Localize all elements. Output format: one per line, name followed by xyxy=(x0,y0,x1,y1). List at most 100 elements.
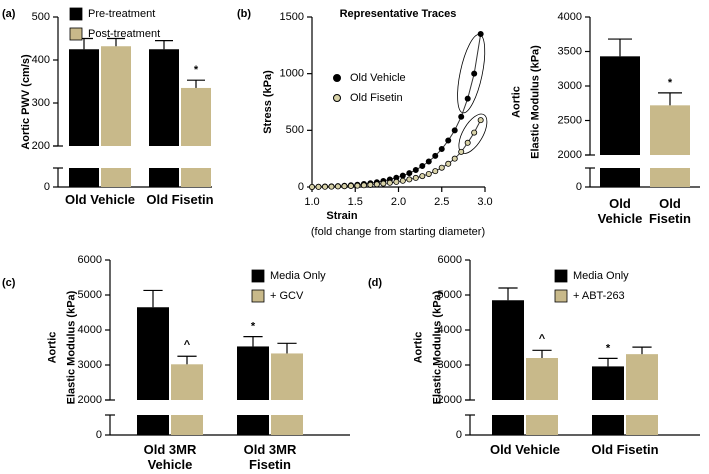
point xyxy=(464,139,471,146)
point xyxy=(347,182,354,189)
y-tick-label: 2500 xyxy=(558,114,582,126)
point xyxy=(393,178,400,185)
bar xyxy=(492,300,524,400)
bar xyxy=(650,105,690,155)
y-tick-label: 4000 xyxy=(558,11,582,23)
bar xyxy=(69,49,99,146)
bar-base xyxy=(650,168,690,187)
category-text: Old Fisetin xyxy=(146,192,214,207)
legend-label: + ABT-263 xyxy=(573,290,625,302)
y-tick-label: 6000 xyxy=(438,254,462,266)
y-tick-label: 3000 xyxy=(78,359,102,371)
y-tick-label: 5000 xyxy=(438,289,462,301)
trace-line xyxy=(311,33,482,188)
category-label: Old Vehicle xyxy=(64,192,136,207)
category-label: Old 3MR Vehicle xyxy=(143,442,197,472)
panel-label: (b) xyxy=(237,8,251,20)
bar-base xyxy=(626,415,658,435)
point xyxy=(458,113,465,120)
category-text: Old Fisetin xyxy=(649,196,691,226)
y-axis-label: Elastic Modulus (kPa) xyxy=(65,290,77,404)
point xyxy=(471,70,478,77)
point xyxy=(334,183,341,190)
legend-marker xyxy=(333,74,341,82)
bar-base xyxy=(600,168,640,187)
point xyxy=(380,180,387,187)
legend-label: Old Vehicle xyxy=(350,72,406,84)
category-label: Old Vehicle xyxy=(598,196,643,226)
category-text: Old Vehicle xyxy=(489,442,561,457)
x-tick-label: 1.5 xyxy=(348,196,363,208)
point xyxy=(445,137,452,144)
bar-base xyxy=(101,168,131,187)
point xyxy=(399,177,406,184)
annotation: * xyxy=(251,321,256,333)
point xyxy=(477,117,484,124)
annotation: * xyxy=(194,64,199,76)
point xyxy=(464,95,471,102)
panel-label: (d) xyxy=(368,277,382,289)
y-tick-label: 0 xyxy=(576,181,582,193)
point xyxy=(354,182,361,189)
point xyxy=(367,181,374,188)
y-tick-label: 0 xyxy=(96,429,102,441)
category-text: Old Fisetin xyxy=(591,442,659,457)
legend-label: Media Only xyxy=(270,270,326,282)
category-label: Old 3MR Fisetin xyxy=(244,442,297,472)
point xyxy=(341,183,348,190)
bar xyxy=(181,87,211,146)
y-tick-label: 1000 xyxy=(280,68,304,80)
y-tick-label: 2000 xyxy=(558,149,582,161)
bar xyxy=(271,353,303,400)
bar-base xyxy=(592,415,624,435)
y-tick-label: 6000 xyxy=(78,254,102,266)
y-axis-label: Aortic xyxy=(412,332,424,364)
point xyxy=(438,164,445,171)
y-tick-label: 400 xyxy=(32,54,50,66)
category-text: Old Vehicle xyxy=(64,192,136,207)
point xyxy=(451,127,458,134)
y-axis-label: Aortic PWV (cm/s) xyxy=(20,54,32,150)
point xyxy=(373,181,380,188)
bar xyxy=(526,358,558,400)
point xyxy=(458,148,465,155)
legend-swatch xyxy=(251,289,265,303)
y-tick-label: 0 xyxy=(298,181,304,193)
x-tick-label: 1.0 xyxy=(304,196,319,208)
x-axis-label: Strain xyxy=(326,210,357,222)
y-tick-label: 4000 xyxy=(438,324,462,336)
point xyxy=(425,158,432,165)
category-label: Old Fisetin xyxy=(649,196,691,226)
point xyxy=(438,146,445,153)
point xyxy=(321,183,328,190)
y-tick-label: 5000 xyxy=(78,289,102,301)
y-tick-label: 0 xyxy=(44,181,50,193)
y-tick-label: 3000 xyxy=(438,359,462,371)
annotation: * xyxy=(668,77,673,89)
bar xyxy=(101,46,131,146)
y-tick-label: 2000 xyxy=(438,394,462,406)
bar-base xyxy=(237,415,269,435)
x-axis-note: (fold change from starting diameter) xyxy=(311,226,485,238)
panel-label: (c) xyxy=(2,277,16,289)
bar-base xyxy=(171,415,203,435)
bar-base xyxy=(492,415,524,435)
point xyxy=(406,176,413,183)
legend-label: + GCV xyxy=(270,290,304,302)
bar xyxy=(171,364,203,400)
bar xyxy=(592,366,624,400)
legend-label: Old Fisetin xyxy=(350,92,403,104)
point xyxy=(477,30,484,37)
category-label: Old Vehicle xyxy=(489,442,561,457)
point xyxy=(451,155,458,162)
point xyxy=(425,170,432,177)
y-axis-label: Aortic xyxy=(510,86,522,118)
y-tick-label: 200 xyxy=(32,140,50,152)
x-tick-label: 3.0 xyxy=(477,196,492,208)
point xyxy=(360,182,367,189)
y-tick-label: 500 xyxy=(286,124,304,136)
annotation: ^ xyxy=(184,339,191,351)
y-tick-label: 0 xyxy=(456,429,462,441)
chart-title: Representative Traces xyxy=(340,8,457,20)
category-text: Old 3MR Vehicle xyxy=(143,442,197,472)
